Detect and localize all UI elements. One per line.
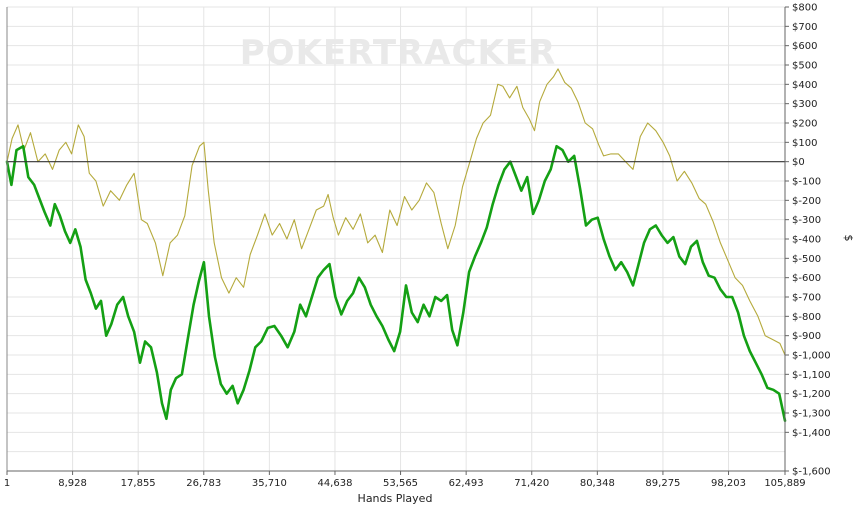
- x-tick-label: 80,348: [580, 478, 615, 489]
- y-tick-label: $-1,400: [792, 428, 831, 439]
- x-tick-label: 89,275: [645, 478, 680, 489]
- y-tick-labels: $800 $700 $600 $500 $400 $300 $200 $100 $0 $-100 $…: [785, 3, 831, 478]
- y-tick-label: $400: [792, 80, 817, 91]
- y-tick-label: $-1,200: [792, 389, 831, 400]
- y-tick-label: $500: [792, 61, 817, 72]
- watermark-logo: POKERTRACKER: [240, 33, 556, 73]
- x-tick-label: 17,855: [121, 478, 156, 489]
- y-tick-label: $-800: [792, 312, 821, 323]
- x-tick-label: 62,493: [449, 478, 484, 489]
- x-tick-label: 44,638: [317, 478, 352, 489]
- y-tick-label: $-1,100: [792, 370, 831, 381]
- y-tick-label: $700: [792, 22, 817, 33]
- y-tick-label: $-1,600: [792, 467, 831, 478]
- y-tick-label: $200: [792, 119, 817, 130]
- y-tick-label: $-600: [792, 273, 821, 284]
- x-tick-label: 105,889: [764, 478, 805, 489]
- y-tick-label: $-1,000: [792, 351, 831, 362]
- x-tick-label: 53,565: [383, 478, 418, 489]
- y-tick-label: $300: [792, 99, 817, 110]
- x-tick-label: 1: [4, 478, 10, 489]
- y-tick-label: $-700: [792, 293, 821, 304]
- y-tick-label: $800: [792, 3, 817, 14]
- series-line-thin: [6, 68, 786, 356]
- y-tick-label: $-1,300: [792, 409, 831, 420]
- x-tick-label: 71,420: [514, 478, 549, 489]
- y-tick-label: $-400: [792, 235, 821, 246]
- y-tick-label: $-500: [792, 254, 821, 265]
- y-tick-label: $100: [792, 138, 817, 149]
- x-tick-label: 35,710: [252, 478, 287, 489]
- y-tick-label: $-300: [792, 215, 821, 226]
- series-line-thick: [5, 144, 787, 423]
- y-axis-title: $: [842, 235, 854, 242]
- x-axis-title: Hands Played: [358, 492, 433, 505]
- series-layer: [5, 68, 787, 423]
- x-tick-labels: 1 8,928 17,855 26,783 35,710 44,638 53,565 62,4…: [4, 471, 806, 489]
- y-tick-label: $0: [792, 157, 805, 168]
- x-tick-label: 8,928: [58, 478, 87, 489]
- y-tick-label: $600: [792, 41, 817, 52]
- y-tick-label: $-200: [792, 196, 821, 207]
- y-tick-label: $-100: [792, 177, 821, 188]
- x-tick-label: 98,203: [711, 478, 746, 489]
- y-tick-label: $-900: [792, 331, 821, 342]
- x-tick-label: 26,783: [186, 478, 221, 489]
